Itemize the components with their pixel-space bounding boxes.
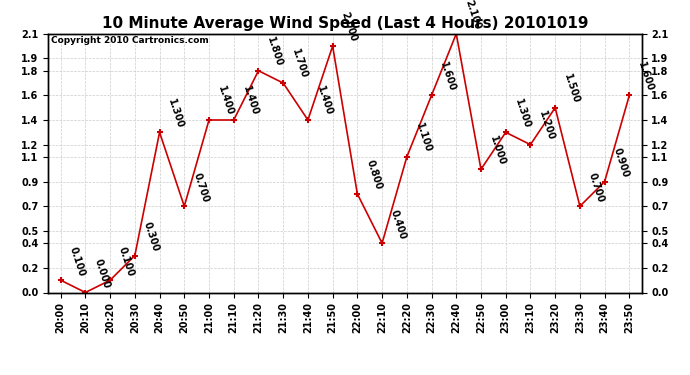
Text: 1.400: 1.400 (216, 85, 235, 117)
Text: 0.300: 0.300 (141, 220, 161, 253)
Text: 1.300: 1.300 (166, 97, 186, 129)
Text: Copyright 2010 Cartronics.com: Copyright 2010 Cartronics.com (51, 36, 209, 45)
Text: 1.600: 1.600 (636, 60, 656, 93)
Text: 1.600: 1.600 (438, 60, 457, 93)
Text: 2.100: 2.100 (463, 0, 482, 31)
Text: 1.100: 1.100 (414, 122, 433, 154)
Text: 1.500: 1.500 (562, 73, 581, 105)
Text: 0.100: 0.100 (117, 245, 136, 278)
Text: 0.700: 0.700 (586, 171, 606, 204)
Text: 2.000: 2.000 (339, 11, 359, 43)
Text: 1.400: 1.400 (241, 85, 259, 117)
Title: 10 Minute Average Wind Speed (Last 4 Hours) 20101019: 10 Minute Average Wind Speed (Last 4 Hou… (101, 16, 589, 31)
Text: 0.100: 0.100 (68, 245, 87, 278)
Text: 1.700: 1.700 (290, 48, 309, 80)
Text: 0.900: 0.900 (611, 147, 631, 179)
Text: 0.800: 0.800 (364, 159, 384, 191)
Text: 0.700: 0.700 (191, 171, 210, 204)
Text: 1.300: 1.300 (513, 97, 532, 129)
Text: 1.200: 1.200 (538, 110, 556, 142)
Text: 1.800: 1.800 (266, 36, 284, 68)
Text: 1.400: 1.400 (315, 85, 334, 117)
Text: 0.000: 0.000 (92, 257, 111, 290)
Text: 0.400: 0.400 (389, 208, 408, 240)
Text: 1.000: 1.000 (488, 134, 507, 166)
